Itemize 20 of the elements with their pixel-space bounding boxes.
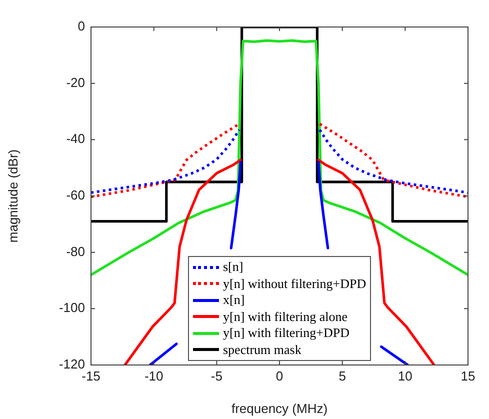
legend-label: x[n] [223,292,245,308]
x-tick-label: -10 [144,368,164,384]
y-tick-label: -20 [66,74,85,90]
x-tick-label: 0 [276,368,284,384]
y-tick-label: -100 [58,300,85,316]
y-tick-label: -80 [66,244,85,259]
x-tick-label: 10 [398,368,412,384]
x-tick-label: 5 [338,368,346,384]
legend-label: spectrum mask [223,342,302,358]
x-axis-title: frequency (MHz) [231,400,328,416]
x-tick-label: 15 [460,368,476,384]
legend-label: y[n] without filtering+DPD [223,276,366,292]
y-axis-title: magnitude (dBr) [5,149,20,243]
legend-label: y[n] with filtering+DPD [223,325,350,342]
legend-label: s[n] [223,259,244,276]
legend-label: y[n] with filtering alone [223,308,348,325]
y-tick-label: -60 [66,188,85,203]
x-tick-label: -5 [210,368,222,384]
y-tick-label: -40 [66,131,85,146]
y-tick-label: 0 [78,18,85,34]
